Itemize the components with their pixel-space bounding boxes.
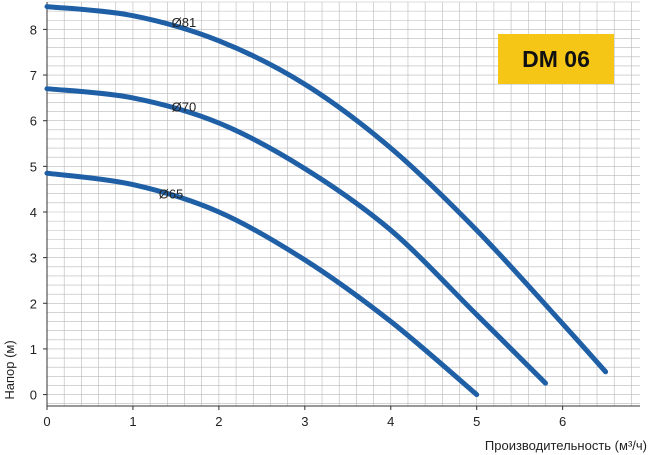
y-tick-label: 8 [30,22,37,37]
x-tick-label: 5 [473,414,480,429]
x-tick-labels: 0 1 2 3 4 5 6 [43,406,566,429]
series-label: Ø65 [159,186,184,201]
y-tick-label: 0 [30,388,37,403]
y-tick-label: 7 [30,68,37,83]
y-tick-label: 5 [30,159,37,174]
y-tick-label: 4 [30,205,37,220]
axes [46,2,640,407]
y-tick-labels: 0 1 2 3 4 5 6 7 8 [30,22,47,403]
series-line [44,170,480,398]
x-tick-label: 6 [559,414,566,429]
y-tick-label: 6 [30,114,37,129]
series-label: Ø81 [172,15,197,30]
series-line [44,86,548,386]
x-tick-label: 2 [215,414,222,429]
y-tick-label: 2 [30,296,37,311]
title-badge-box [498,34,614,84]
y-tick-label: 3 [30,251,37,266]
x-tick-label: 4 [387,414,394,429]
title-badge: DM 06 [498,34,614,84]
series-label: Ø70 [172,100,197,115]
x-tick-label: 0 [43,414,50,429]
chart-title: DM 06 [522,46,590,72]
series-line [44,4,609,375]
y-axis-title: Напор (м) [2,340,17,399]
curves [44,4,609,398]
x-tick-label: 1 [129,414,136,429]
x-tick-label: 3 [301,414,308,429]
x-axis-title: Производительность (м³/ч) [485,438,647,453]
curve-labels: Ø81 Ø70 Ø65 [159,15,196,201]
y-tick-label: 1 [30,342,37,357]
